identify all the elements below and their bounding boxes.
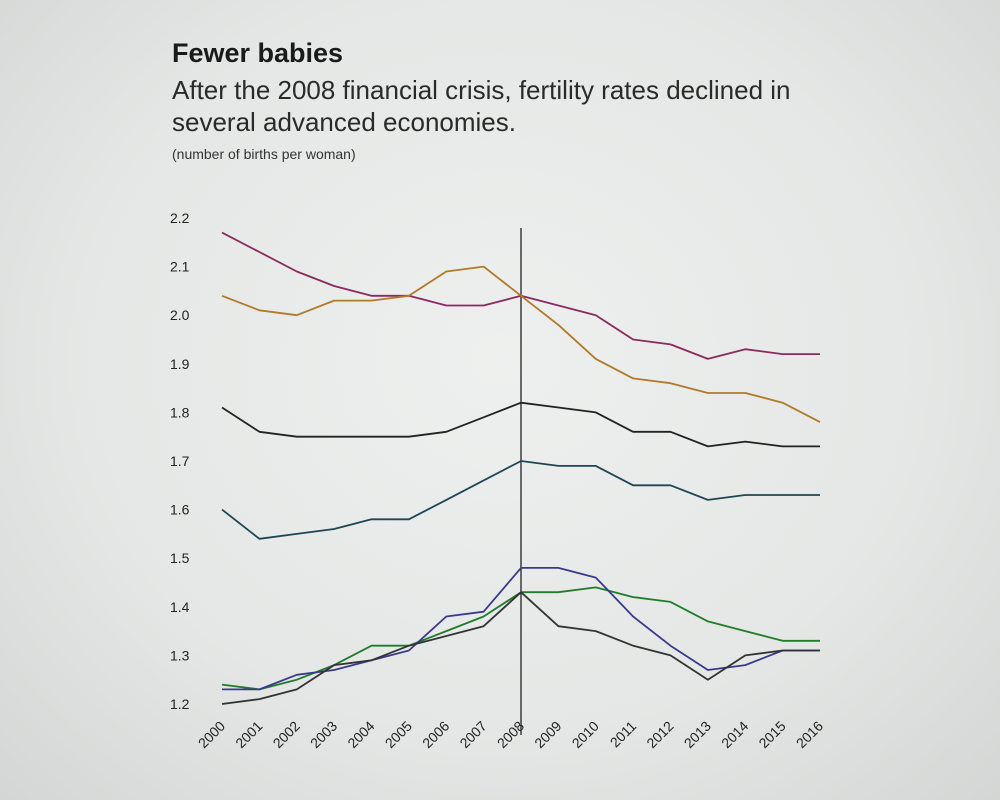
series-teal-line	[221, 460, 820, 540]
x-tick-label: 2012	[643, 718, 676, 751]
y-tick-label: 1.4	[170, 599, 190, 615]
y-tick-label: 2.0	[170, 307, 190, 323]
y-tick-label: 1.8	[170, 404, 190, 420]
x-tick-label: 2001	[232, 718, 265, 751]
x-tick-label: 2003	[307, 718, 340, 751]
y-axis: 1.2 1.3 1.4 1.5 1.6 1.7 1.8 1.9 2.0 2.1 2.2	[170, 210, 190, 712]
series-orange-line	[221, 265, 821, 423]
series-dark-gray-line	[221, 591, 820, 705]
x-tick-label: 2008	[494, 718, 527, 751]
series-lines	[221, 231, 821, 705]
y-tick-label: 2.2	[170, 210, 190, 226]
x-tick-label: 2016	[793, 718, 826, 751]
x-tick-label: 2006	[419, 718, 452, 751]
y-tick-label: 2.1	[170, 259, 190, 275]
x-tick-label: 2000	[195, 718, 228, 751]
y-tick-label: 1.7	[170, 453, 190, 469]
x-tick-label: 2010	[569, 718, 602, 751]
y-tick-label: 1.5	[170, 550, 190, 566]
y-unit-label: (number of births per woman)	[172, 146, 356, 162]
series-indigo-line	[222, 567, 820, 691]
x-tick-label: 2014	[718, 718, 751, 751]
x-tick-label: 2007	[456, 718, 489, 751]
y-tick-label: 1.9	[170, 356, 190, 372]
x-tick-label: 2015	[755, 718, 788, 751]
y-tick-label: 1.3	[170, 647, 190, 663]
y-tick-label: 1.6	[170, 502, 190, 518]
x-axis: 2000 2001 2002 2003 2004 2005 2006 2007 2008 2009…	[195, 718, 826, 751]
y-tick-label: 1.2	[170, 696, 190, 712]
x-tick-label: 2002	[270, 718, 303, 751]
x-tick-label: 2013	[681, 718, 714, 751]
x-tick-label: 2011	[607, 718, 640, 751]
x-tick-label: 2004	[344, 718, 377, 751]
x-tick-label: 2005	[382, 718, 415, 751]
chart-subtitle: After the 2008 financial crisis, fertili…	[172, 75, 791, 137]
x-tick-label: 2009	[531, 718, 564, 751]
series-black-line	[221, 401, 820, 448]
chart-title: Fewer babies	[172, 38, 344, 68]
